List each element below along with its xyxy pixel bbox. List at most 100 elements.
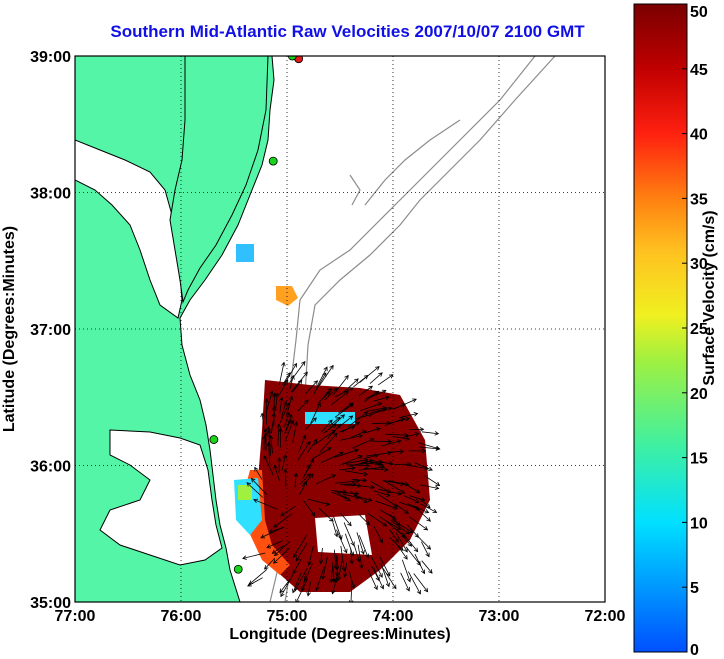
velocity-arrow-head [435,481,441,486]
velocity-arrow [334,403,354,418]
velocity-arrow-head [292,553,298,558]
velocity-arrow [267,426,271,453]
velocity-arrow [371,481,391,493]
velocity-arrow-head [400,489,406,494]
velocity-arrow [279,379,289,395]
velocity-arrow [356,532,365,555]
station-marker [209,435,219,444]
velocity-arrow [408,516,428,531]
velocity-arrow [275,392,278,411]
velocity-arrow-head [292,588,297,594]
velocity-arrow-head [360,549,365,555]
velocity-arrow-head [343,548,348,554]
velocity-arrow [292,571,303,593]
velocity-arrow [332,566,335,583]
colorbar [633,3,688,653]
velocity-arrow-head [304,399,309,405]
velocity-arrow-head [288,413,293,419]
velocity-arrow [292,535,307,558]
velocity-arrow [278,362,285,386]
velocity-arrow-head [267,429,272,434]
velocity-small-patch [236,244,254,262]
velocity-arrow [265,391,273,414]
velocity-arrow [280,574,294,597]
velocity-arrow [352,438,374,449]
velocity-arrow-head [328,419,333,425]
velocity-arrow [264,557,276,570]
velocity-arrow [366,407,387,412]
velocity-arrow-head [404,509,409,514]
velocity-arrow [247,577,263,587]
velocity-arrow-head [426,545,432,550]
velocity-arrow-head [377,461,383,466]
colorbar-tick-label: 40 [690,127,708,144]
velocity-arrow [340,545,345,571]
velocity-arrow-head [338,535,343,540]
velocity-arrow-head [254,466,259,472]
velocity-arrow-head [423,526,429,531]
velocity-arrow-head [327,387,333,393]
velocity-arrow-head [264,398,270,403]
pamlico-sound [99,429,223,566]
velocity-arrow [369,372,383,384]
velocity-arrow-head [260,412,265,418]
map-title: Southern Mid-Atlantic Raw Velocities 200… [110,22,585,41]
velocity-arrow-head [250,477,256,483]
velocity-arrow [319,433,338,453]
velocity-arrow-head [295,556,301,562]
velocity-arrow-head [311,512,316,517]
velocity-arrow [421,431,439,435]
velocity-arrow-head [303,480,308,486]
lon-tick-label: 72:00 [585,608,626,625]
velocity-arrow [332,515,342,540]
velocity-arrow-head [416,589,421,595]
velocity-arrow-head [387,439,393,444]
colorbar-tick-label: 30 [690,256,708,273]
colorbar-tick-label: 35 [690,191,708,208]
velocity-arrow [392,436,410,440]
velocity-arrow [337,415,353,429]
velocity-arrow-head [261,434,267,440]
velocity-arrow-head [428,466,433,471]
colorbar-tick-label: 5 [690,580,699,597]
velocity-arrow-head [293,472,299,478]
colorbar-tick-label: 15 [690,451,708,468]
velocity-arrow-head [313,438,318,444]
velocity-arrow [260,526,285,539]
velocity-arrow [393,398,417,410]
velocity-arrow [274,540,291,556]
velocity-arrow-head [354,448,359,453]
velocity-arrow-head [425,552,430,558]
velocity-arrow-head [355,421,361,426]
velocity-arrow [398,413,418,419]
velocity-arrow [310,402,321,424]
velocity-arrow [320,547,323,564]
velocity-arrow-head [396,521,401,527]
velocity-arrow [414,462,433,471]
velocity-arrow-head [266,544,271,549]
velocity-arrow-head [363,458,369,463]
velocity-arrow-head [313,380,319,385]
velocity-arrow-head [406,577,412,583]
velocity-arrow-head [403,555,408,560]
velocity-arrow [335,567,339,583]
velocity-arrow-head [365,463,371,468]
velocity-arrow [299,473,311,485]
velocity-arrow [384,418,405,426]
velocity-arrow-head [297,379,303,385]
velocity-arrow-head [434,431,440,436]
velocity-arrow [313,429,336,446]
velocity-arrow-head [361,430,367,435]
velocity-arrow [272,544,285,554]
velocity-arrows [242,360,441,602]
lon-tick-label: 77:00 [55,608,96,625]
velocity-arrow [395,531,408,553]
velocity-arrow-head [419,427,425,432]
velocity-arrow-head [309,473,314,479]
velocity-arrow-head [295,598,300,602]
velocity-arrow-head [369,438,375,443]
velocity-arrow [386,520,406,538]
velocity-arrow [339,435,363,441]
velocity-arrow [334,387,354,398]
velocity-arrow [335,491,359,495]
